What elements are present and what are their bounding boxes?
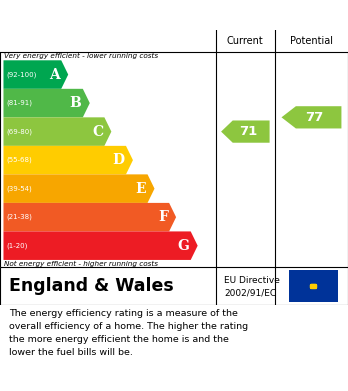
Polygon shape [282, 106, 341, 129]
Text: E: E [135, 182, 146, 196]
Text: Current: Current [227, 36, 264, 46]
Text: Energy Efficiency Rating: Energy Efficiency Rating [9, 7, 230, 23]
Polygon shape [221, 120, 270, 143]
Text: (39-54): (39-54) [6, 185, 32, 192]
Polygon shape [3, 203, 176, 231]
Text: Very energy efficient - lower running costs: Very energy efficient - lower running co… [4, 53, 158, 59]
Text: (81-91): (81-91) [6, 100, 32, 106]
Polygon shape [3, 89, 90, 117]
Polygon shape [3, 60, 68, 89]
Text: (55-68): (55-68) [6, 157, 32, 163]
Polygon shape [3, 117, 111, 146]
Text: C: C [92, 125, 103, 138]
Bar [0, 30, 348, 52]
Text: The energy efficiency rating is a measure of the
overall efficiency of a home. T: The energy efficiency rating is a measur… [9, 309, 248, 357]
Text: EU Directive: EU Directive [224, 276, 280, 285]
Text: 2002/91/EC: 2002/91/EC [224, 289, 277, 298]
Text: (1-20): (1-20) [6, 242, 27, 249]
Polygon shape [3, 231, 198, 260]
Text: England & Wales: England & Wales [9, 277, 173, 295]
Text: (21-38): (21-38) [6, 214, 32, 221]
Text: 71: 71 [239, 125, 257, 138]
Text: D: D [112, 153, 125, 167]
Text: A: A [49, 68, 60, 82]
Polygon shape [3, 146, 133, 174]
Text: Not energy efficient - higher running costs: Not energy efficient - higher running co… [4, 261, 158, 267]
Bar [289, 270, 338, 302]
Text: (69-80): (69-80) [6, 128, 32, 135]
Text: G: G [177, 239, 189, 253]
Polygon shape [3, 174, 155, 203]
Text: B: B [70, 96, 81, 110]
Text: 77: 77 [305, 111, 324, 124]
Text: F: F [158, 210, 168, 224]
Text: (92-100): (92-100) [6, 71, 37, 78]
Text: Potential: Potential [290, 36, 333, 46]
